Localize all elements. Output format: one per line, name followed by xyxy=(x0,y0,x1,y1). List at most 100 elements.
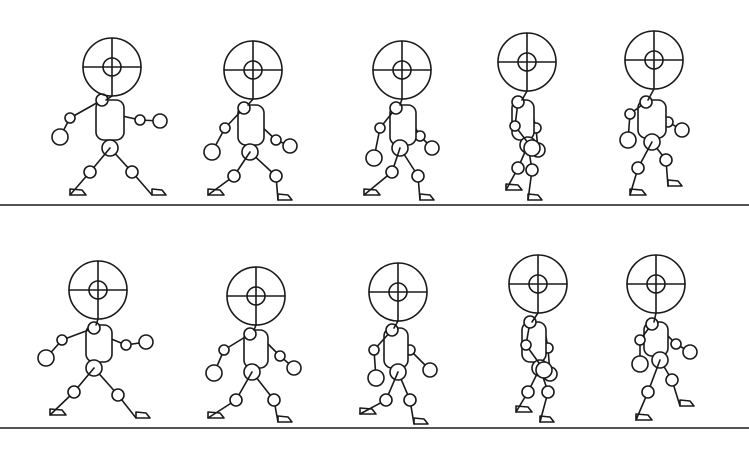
neck xyxy=(247,98,254,106)
front-elbow-joint xyxy=(64,112,76,124)
back-knee-joint xyxy=(269,169,283,183)
front-hand xyxy=(203,143,221,161)
back-knee-joint xyxy=(111,388,125,402)
back-foot xyxy=(277,415,293,423)
front-foot xyxy=(359,407,377,415)
shoulder-joint xyxy=(243,327,257,341)
back-elbow-joint xyxy=(134,114,146,126)
front-elbow-joint xyxy=(218,344,230,356)
front-hand xyxy=(523,139,541,157)
back-elbow-joint xyxy=(120,339,132,351)
front-knee-joint xyxy=(67,385,81,399)
shoulder-joint xyxy=(523,315,537,329)
back-knee-joint xyxy=(665,373,679,387)
front-knee-joint xyxy=(379,393,393,407)
front-knee-joint xyxy=(511,161,525,175)
walking-figure-pose-3 xyxy=(363,40,440,201)
neck xyxy=(95,318,99,326)
back-hand xyxy=(152,113,168,129)
walking-figure-pose-4 xyxy=(497,32,557,201)
neck xyxy=(653,312,657,323)
front-hand xyxy=(205,364,223,382)
front-hand xyxy=(367,369,385,387)
front-hand xyxy=(37,349,55,367)
back-hand xyxy=(674,122,690,138)
front-foot xyxy=(49,408,67,416)
shoulder-joint xyxy=(385,323,399,337)
front-knee-joint xyxy=(227,169,241,183)
front-foot xyxy=(629,188,647,196)
front-elbow-joint xyxy=(520,339,532,351)
neck xyxy=(531,312,539,323)
front-hand xyxy=(631,355,649,373)
front-foot xyxy=(363,188,381,196)
back-foot xyxy=(419,193,435,201)
walking-figure-pose-7 xyxy=(205,266,302,423)
back-knee-joint xyxy=(125,165,139,179)
back-foot xyxy=(277,193,293,201)
front-knee-joint xyxy=(385,165,399,179)
back-elbow-joint xyxy=(670,338,682,350)
front-hand xyxy=(619,131,637,149)
front-elbow-joint xyxy=(368,344,380,356)
front-knee-joint xyxy=(83,165,97,179)
front-knee-joint xyxy=(229,393,243,407)
back-foot xyxy=(667,179,683,187)
walking-figure-pose-8 xyxy=(359,262,438,425)
back-knee-joint xyxy=(403,393,417,407)
walking-figure-pose-5 xyxy=(619,30,690,196)
front-foot xyxy=(207,411,225,419)
front-knee-joint xyxy=(521,385,535,399)
front-hand xyxy=(51,128,69,146)
back-elbow-joint xyxy=(274,350,286,362)
front-elbow-joint xyxy=(56,334,68,346)
back-elbow-joint xyxy=(270,134,282,146)
walking-figure-pose-2 xyxy=(203,40,298,201)
back-foot xyxy=(679,399,695,407)
shoulder-joint xyxy=(511,95,525,109)
front-elbow-joint xyxy=(634,334,646,346)
back-hand xyxy=(422,362,438,378)
back-foot xyxy=(539,415,555,423)
back-knee-joint xyxy=(659,153,673,167)
front-foot xyxy=(207,188,225,196)
front-knee-joint xyxy=(631,161,645,175)
back-foot xyxy=(135,411,151,419)
back-foot xyxy=(527,193,543,201)
shoulder-joint xyxy=(389,101,403,115)
neck xyxy=(253,324,257,331)
front-foot xyxy=(515,405,533,413)
front-foot xyxy=(505,183,523,191)
front-elbow-joint xyxy=(509,120,521,132)
front-elbow-joint xyxy=(624,108,636,120)
back-hand xyxy=(282,138,298,154)
back-foot xyxy=(413,417,429,425)
front-foot xyxy=(635,413,653,421)
walking-figure-pose-9 xyxy=(508,254,568,423)
neck xyxy=(521,90,528,101)
front-knee-joint xyxy=(641,385,655,399)
shoulder-joint xyxy=(639,95,653,109)
back-knee-joint xyxy=(411,169,425,183)
front-elbow-joint xyxy=(219,122,231,134)
back-knee-joint xyxy=(525,163,539,177)
neck xyxy=(647,88,655,101)
neck xyxy=(399,98,403,106)
back-foot xyxy=(151,188,167,196)
back-knee-joint xyxy=(541,385,555,399)
back-hand xyxy=(286,360,302,376)
front-elbow-joint xyxy=(374,122,386,134)
shoulder-joint xyxy=(645,317,659,331)
back-hand xyxy=(682,344,698,360)
neck xyxy=(393,320,399,329)
walking-figure-pose-1 xyxy=(51,37,168,196)
shoulder-joint xyxy=(87,321,101,335)
front-hand xyxy=(365,149,383,167)
shoulder-joint xyxy=(237,101,251,115)
walking-figure-pose-10 xyxy=(626,254,698,421)
back-knee-joint xyxy=(267,393,281,407)
front-hand xyxy=(535,361,553,379)
back-hand xyxy=(138,334,154,350)
front-foot xyxy=(69,188,87,196)
